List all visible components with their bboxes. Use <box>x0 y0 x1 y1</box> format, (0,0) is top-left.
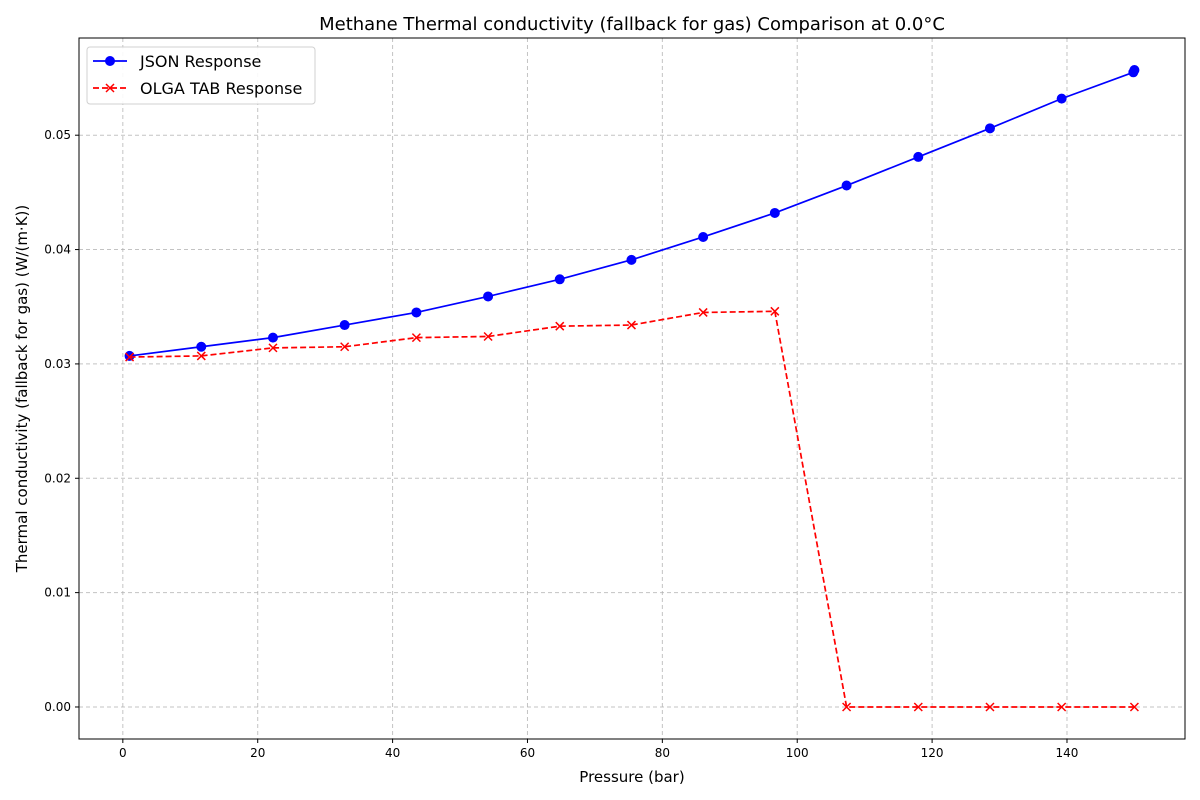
y-tick-label: 0.02 <box>44 471 71 485</box>
series-json-point <box>411 307 422 318</box>
series-olga-point <box>555 321 565 331</box>
series-olga-point <box>1057 702 1067 712</box>
series-olga-point-stroke <box>1057 702 1067 712</box>
series-json-point <box>626 254 637 265</box>
legend-marker-olga <box>105 83 115 93</box>
y-tick-label: 0.05 <box>44 128 71 142</box>
chart-title: Methane Thermal conductivity (fallback f… <box>319 14 945 35</box>
x-tick-label: 0 <box>119 746 127 760</box>
series-json-point <box>984 123 995 134</box>
y-tick-label: 0.03 <box>44 357 71 371</box>
x-tick-label: 20 <box>250 746 265 760</box>
series-json-point <box>267 332 278 343</box>
series-json-point <box>1129 65 1140 76</box>
grid <box>79 38 1185 739</box>
series-json-point <box>124 350 135 361</box>
x-tick-label: 140 <box>1056 746 1079 760</box>
legend-label-json: JSON Response <box>139 52 261 71</box>
series-olga-point <box>483 331 493 341</box>
legend-box <box>86 46 316 105</box>
series-olga-point <box>268 343 278 353</box>
series-olga-point-stroke <box>125 352 135 362</box>
series-olga-point <box>985 702 995 712</box>
series-olga-point <box>842 702 852 712</box>
series-olga-point <box>196 351 206 361</box>
series-json-point <box>841 180 852 191</box>
series-olga-point-stroke <box>268 343 278 353</box>
plot-series <box>124 65 1140 712</box>
x-tick-label: 120 <box>921 746 944 760</box>
x-tick-label: 100 <box>786 746 809 760</box>
series-olga-point <box>770 306 780 316</box>
series-olga-point <box>411 333 421 343</box>
series-olga-point-stroke <box>555 321 565 331</box>
series-olga-point <box>340 342 350 352</box>
series-olga-point-stroke <box>698 307 708 317</box>
series-olga-point <box>626 320 636 330</box>
series-json-line <box>129 69 1136 357</box>
series-olga-point-stroke <box>340 342 350 352</box>
series-json-point <box>339 320 350 331</box>
series-json-point <box>483 291 494 302</box>
series-olga <box>125 306 1139 712</box>
series-json-point <box>196 341 207 352</box>
x-tick-label: 80 <box>655 746 670 760</box>
series-olga-point-stroke <box>483 331 493 341</box>
series-olga-point-stroke <box>770 306 780 316</box>
axes: 0 20 40 60 80 100 120 140 0.00 0.01 0.02 0.03 0.04 0.… <box>44 128 1078 760</box>
series-olga-point-stroke <box>411 333 421 343</box>
series-json-point <box>554 274 565 285</box>
series-olga-point-stroke <box>842 702 852 712</box>
legend-marker-json <box>105 56 115 66</box>
legend-label-olga: OLGA TAB Response <box>140 79 302 98</box>
series-olga-point-stroke <box>985 702 995 712</box>
series-json <box>124 65 1140 361</box>
series-olga-point-stroke <box>626 320 636 330</box>
series-json-point <box>913 151 924 162</box>
series-json-point <box>698 231 709 242</box>
series-olga-point-stroke <box>1129 702 1139 712</box>
series-olga-line <box>129 310 1135 708</box>
plot-area-frame <box>78 37 1186 740</box>
legend: JSON Response OLGA TAB Response <box>86 46 316 105</box>
y-tick-label: 0.04 <box>44 243 71 257</box>
x-tick-label: 40 <box>385 746 400 760</box>
legend-marker-olga-stroke <box>105 83 115 93</box>
series-olga-point <box>1129 702 1139 712</box>
y-tick-label: 0.01 <box>44 586 71 600</box>
series-olga-point <box>125 352 135 362</box>
y-axis-label: Thermal conductivity (fallback for gas) … <box>13 205 31 574</box>
series-olga-point-stroke <box>913 702 923 712</box>
series-olga-point <box>698 307 708 317</box>
x-tick-label: 60 <box>520 746 535 760</box>
y-tick-label: 0.00 <box>44 700 71 714</box>
series-olga-point <box>913 702 923 712</box>
series-olga-point-stroke <box>196 351 206 361</box>
x-axis-label: Pressure (bar) <box>579 768 684 786</box>
series-json-point <box>1056 93 1067 104</box>
series-json-point <box>769 207 780 218</box>
